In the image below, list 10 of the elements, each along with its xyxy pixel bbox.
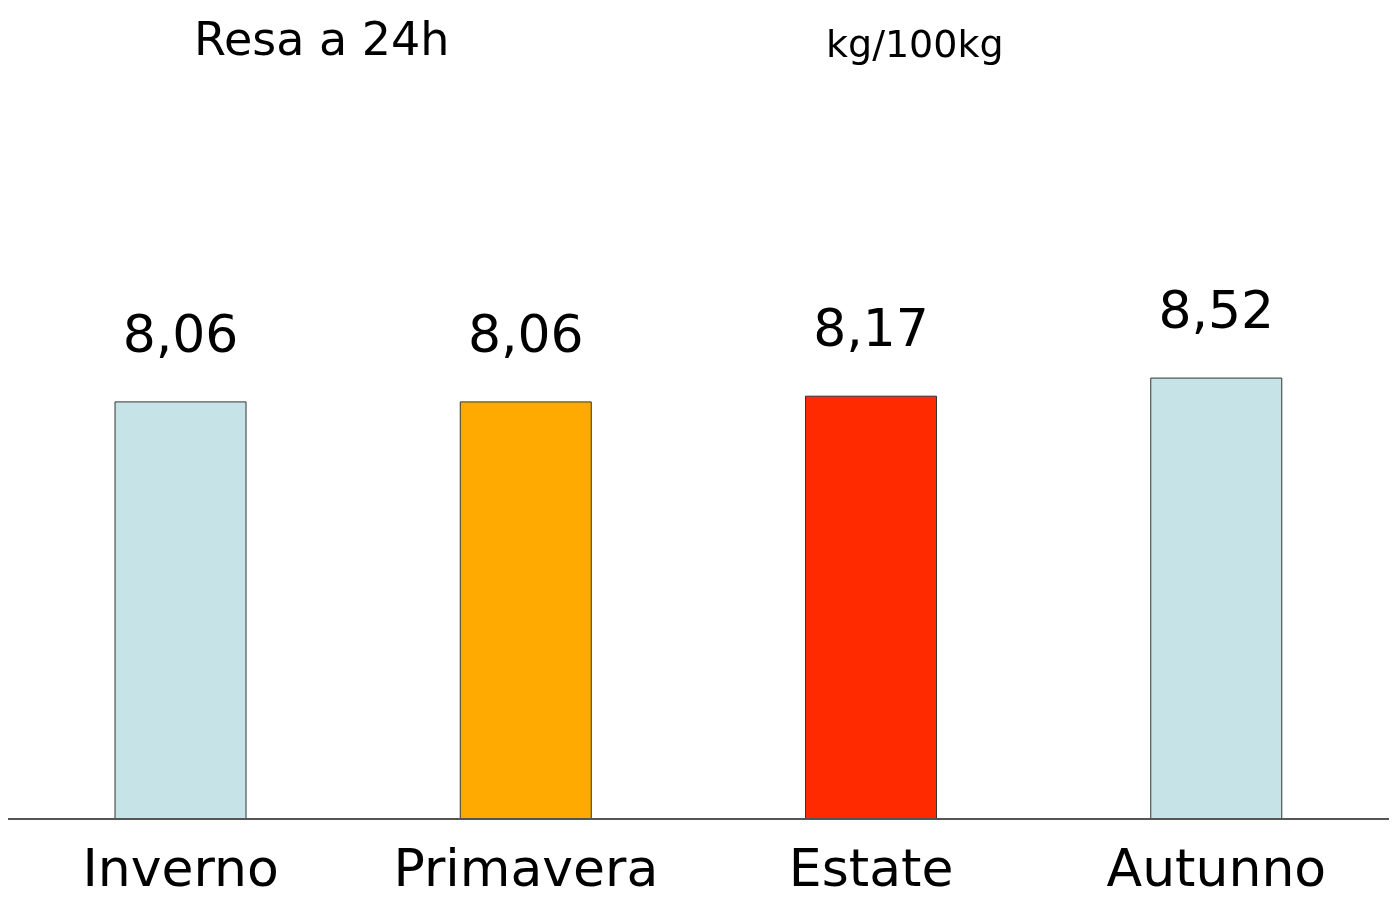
x-tick-label: Estate bbox=[788, 837, 954, 898]
x-tick-label: Primavera bbox=[393, 837, 659, 898]
chart-subtitle: kg/100kg bbox=[826, 22, 1004, 66]
data-label: 8,06 bbox=[467, 303, 584, 364]
data-label: 8,06 bbox=[122, 303, 239, 364]
chart-title: Resa a 24h bbox=[194, 12, 450, 66]
x-tick-label: Autunno bbox=[1106, 837, 1327, 898]
data-label: 8,52 bbox=[1158, 280, 1275, 341]
x-tick-label: Inverno bbox=[82, 837, 279, 898]
data-label: 8,17 bbox=[813, 298, 929, 359]
